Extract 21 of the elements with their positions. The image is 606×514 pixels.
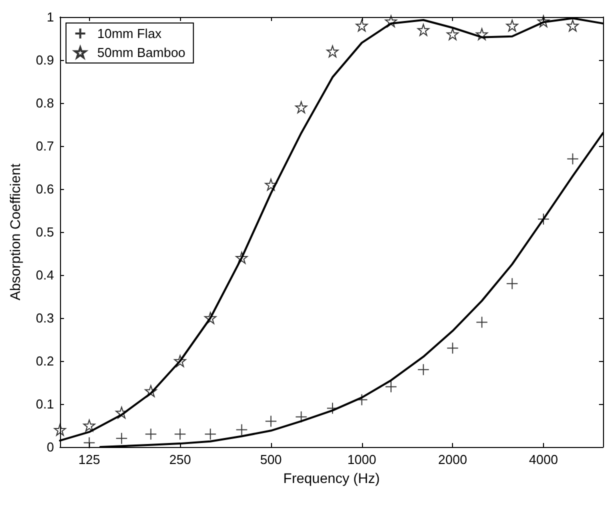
y-axis-title: Absorption Coefficient: [7, 164, 23, 300]
x-tick-label: 4000: [529, 452, 558, 467]
y-tick-label: 0.8: [36, 96, 54, 110]
y-tick-label: 0: [46, 440, 54, 454]
x-tick-label: 2000: [438, 452, 468, 467]
y-tick-label: 0.4: [36, 268, 54, 282]
legend-label: 10mm Flax: [97, 26, 162, 41]
y-tick-label: 0.6: [36, 182, 54, 196]
y-tick-label: 0.2: [36, 354, 54, 368]
x-tick-label: 125: [78, 452, 100, 467]
y-tick-label: 0.3: [36, 310, 54, 326]
legend-label: 50mm Bamboo: [97, 45, 186, 60]
x-tick-label: 250: [169, 452, 191, 467]
x-tick-label: 500: [260, 452, 282, 467]
y-tick-label: 0.5: [36, 224, 54, 240]
x-tick-label: 1000: [347, 452, 376, 467]
y-tick-label: 0.9: [36, 52, 54, 68]
y-tick-label: 0.7: [36, 138, 54, 154]
y-tick-label: 0.1: [36, 396, 54, 412]
x-axis-title: Frequency (Hz): [283, 470, 380, 486]
y-tick-label: 1: [46, 10, 54, 24]
